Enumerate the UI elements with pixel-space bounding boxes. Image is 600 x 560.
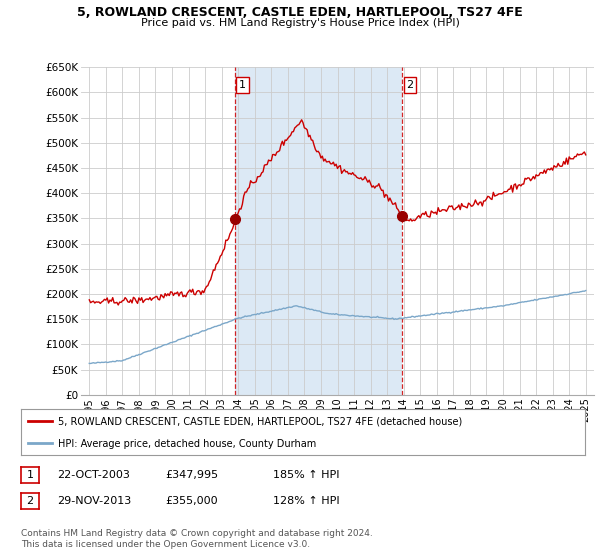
- Text: Price paid vs. HM Land Registry's House Price Index (HPI): Price paid vs. HM Land Registry's House …: [140, 18, 460, 28]
- Text: 2: 2: [407, 80, 413, 90]
- Text: 5, ROWLAND CRESCENT, CASTLE EDEN, HARTLEPOOL, TS27 4FE: 5, ROWLAND CRESCENT, CASTLE EDEN, HARTLE…: [77, 6, 523, 18]
- Text: 1: 1: [239, 80, 246, 90]
- Bar: [235, 67, 403, 395]
- Text: £355,000: £355,000: [165, 496, 218, 506]
- Text: 29-NOV-2013: 29-NOV-2013: [57, 496, 131, 506]
- Text: 2: 2: [26, 496, 34, 506]
- Text: 22-OCT-2003: 22-OCT-2003: [57, 470, 130, 480]
- Text: HPI: Average price, detached house, County Durham: HPI: Average price, detached house, Coun…: [58, 438, 316, 449]
- Text: 5, ROWLAND CRESCENT, CASTLE EDEN, HARTLEPOOL, TS27 4FE (detached house): 5, ROWLAND CRESCENT, CASTLE EDEN, HARTLE…: [58, 417, 462, 427]
- Text: £347,995: £347,995: [165, 470, 218, 480]
- Text: 1: 1: [26, 470, 34, 480]
- Text: 128% ↑ HPI: 128% ↑ HPI: [273, 496, 340, 506]
- Text: Contains HM Land Registry data © Crown copyright and database right 2024.
This d: Contains HM Land Registry data © Crown c…: [21, 529, 373, 549]
- Text: 185% ↑ HPI: 185% ↑ HPI: [273, 470, 340, 480]
